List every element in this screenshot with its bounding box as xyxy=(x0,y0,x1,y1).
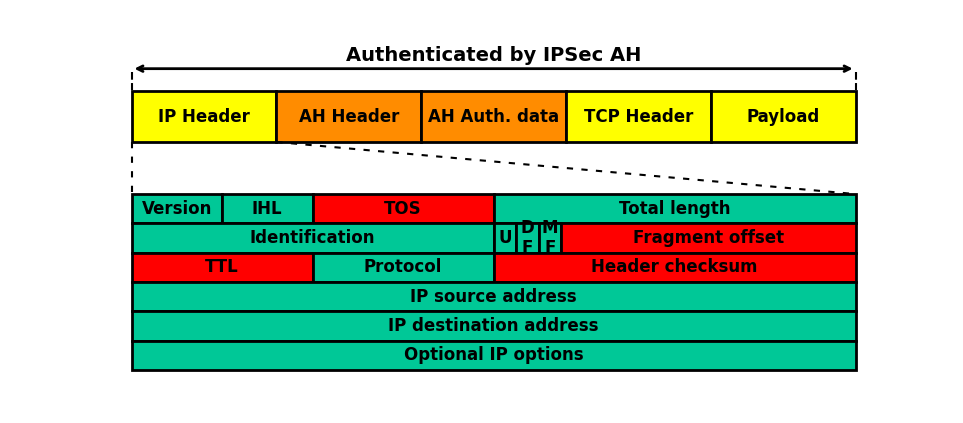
Bar xyxy=(132,91,276,142)
Text: M
F: M F xyxy=(542,219,559,258)
Text: AH Header: AH Header xyxy=(299,108,399,126)
Text: TTL: TTL xyxy=(205,258,239,276)
Text: Identification: Identification xyxy=(249,229,376,247)
Bar xyxy=(132,194,222,223)
Bar xyxy=(421,91,566,142)
Text: Fragment offset: Fragment offset xyxy=(633,229,784,247)
Bar xyxy=(494,253,855,282)
Text: Protocol: Protocol xyxy=(364,258,442,276)
Text: Payload: Payload xyxy=(746,108,820,126)
Bar xyxy=(132,282,855,311)
Bar xyxy=(566,91,711,142)
Text: Total length: Total length xyxy=(619,200,730,218)
Text: IP source address: IP source address xyxy=(410,288,577,306)
Bar xyxy=(222,194,313,223)
Bar xyxy=(276,91,421,142)
Text: IHL: IHL xyxy=(252,200,282,218)
Text: TOS: TOS xyxy=(384,200,422,218)
Bar xyxy=(313,253,494,282)
Text: IP destination address: IP destination address xyxy=(388,317,599,335)
Text: Optional IP options: Optional IP options xyxy=(403,346,584,364)
Bar xyxy=(132,341,855,370)
Bar xyxy=(132,253,313,282)
Bar xyxy=(493,194,855,223)
Text: IP Header: IP Header xyxy=(158,108,250,126)
Bar xyxy=(132,311,855,341)
Bar xyxy=(313,194,493,223)
Bar xyxy=(711,91,855,142)
Bar xyxy=(132,223,494,253)
Text: D
F: D F xyxy=(521,219,534,258)
Bar xyxy=(494,223,516,253)
Text: Version: Version xyxy=(142,200,212,218)
Text: AH Auth. data: AH Auth. data xyxy=(428,108,560,126)
Bar xyxy=(516,223,538,253)
Text: Header checksum: Header checksum xyxy=(591,258,758,276)
Bar xyxy=(561,223,855,253)
Text: TCP Header: TCP Header xyxy=(584,108,693,126)
Text: U: U xyxy=(498,229,511,247)
Text: Authenticated by IPSec AH: Authenticated by IPSec AH xyxy=(346,47,641,66)
Bar xyxy=(538,223,561,253)
